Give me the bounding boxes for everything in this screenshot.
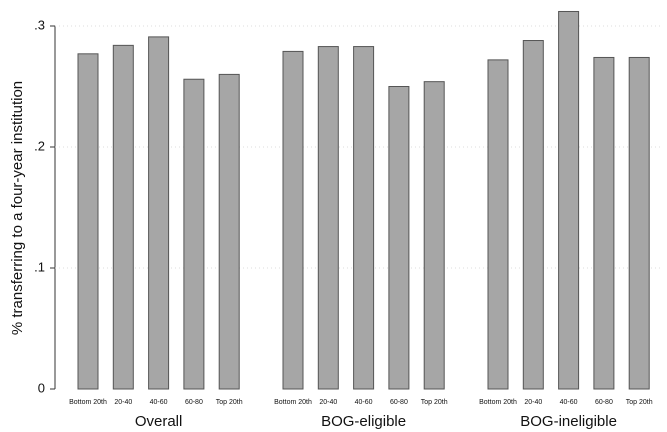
bar xyxy=(282,50,304,390)
x-tick-label: Bottom 20th xyxy=(479,399,517,406)
bar xyxy=(317,46,339,390)
x-tick-label: 60-80 xyxy=(185,399,203,406)
x-tick-label: 60-80 xyxy=(595,399,613,406)
bar xyxy=(628,56,650,390)
bar xyxy=(522,40,544,390)
bar xyxy=(558,10,580,390)
bar xyxy=(353,46,375,390)
bar xyxy=(423,81,445,390)
x-tick-label: Bottom 20th xyxy=(69,399,107,406)
x-tick-label: 20-40 xyxy=(319,399,337,406)
bar xyxy=(487,59,509,390)
y-tick-label: .3 xyxy=(34,17,45,32)
bar xyxy=(183,78,205,390)
group-label: BOG-eligible xyxy=(321,413,406,430)
x-tick-label: 60-80 xyxy=(390,399,408,406)
x-tick-label: 40-60 xyxy=(560,399,578,406)
x-tick-label: Top 20th xyxy=(216,399,243,406)
bar xyxy=(77,53,99,390)
x-tick-label: Top 20th xyxy=(421,399,448,406)
y-tick-label: .2 xyxy=(34,138,45,153)
bar xyxy=(593,56,615,390)
y-tick-label: 0 xyxy=(38,380,45,395)
bar xyxy=(112,44,134,390)
bar xyxy=(148,36,170,390)
bar xyxy=(218,73,240,390)
x-tick-label: 20-40 xyxy=(524,399,542,406)
x-tick-label: Top 20th xyxy=(626,399,653,406)
y-axis-label: % transferring to a four-year institutio… xyxy=(9,81,26,335)
x-tick-label: 40-60 xyxy=(355,399,373,406)
x-tick-label: 40-60 xyxy=(150,399,168,406)
x-tick-label: 20-40 xyxy=(114,399,132,406)
x-tick-label: Bottom 20th xyxy=(274,399,312,406)
y-tick-label: .1 xyxy=(34,259,45,274)
group-label: BOG-ineligible xyxy=(520,413,617,430)
group-label: Overall xyxy=(135,413,183,430)
bar xyxy=(388,86,410,390)
